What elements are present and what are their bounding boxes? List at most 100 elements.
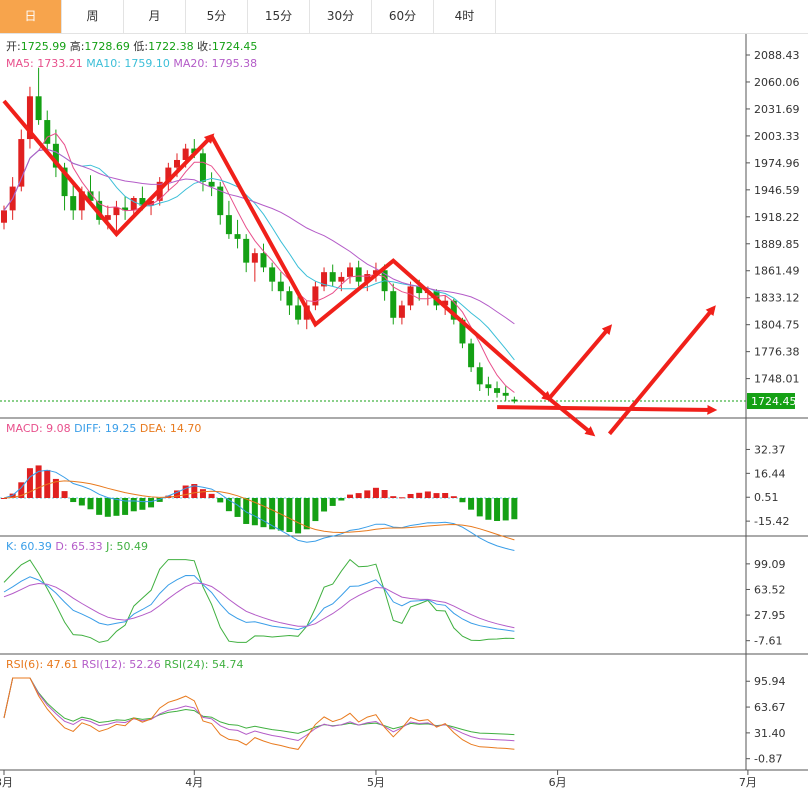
trend-arrow-4 <box>497 404 718 415</box>
macd-bar <box>18 482 25 498</box>
kdj-legend: K: 60.39 D: 65.33 J: 50.49 <box>6 540 148 553</box>
price-tick-label: 2060.06 <box>754 76 800 89</box>
macd-bar <box>225 498 232 512</box>
macd-bar <box>303 498 310 530</box>
trend-arrow-5 <box>607 305 716 436</box>
tab-3[interactable]: 5分 <box>186 0 248 33</box>
candle-body <box>407 286 414 306</box>
macd-bar <box>217 498 224 503</box>
tab-6[interactable]: 60分 <box>372 0 434 33</box>
macd-bar <box>476 498 483 517</box>
candle-body <box>398 305 405 318</box>
macd-bar <box>511 498 518 520</box>
macd-bar <box>407 493 414 498</box>
candle-body <box>269 267 276 282</box>
dea-line <box>3 480 515 541</box>
candle-body <box>494 388 501 393</box>
macd-bar <box>182 485 189 498</box>
macd-bar <box>70 498 77 503</box>
month-label: 3月 <box>0 776 13 789</box>
candle-body <box>148 200 155 206</box>
macd-bar <box>286 498 293 533</box>
macd-panel: 32.37 16.44 0.51 -15.42 MACD: 9.08 DIFF: 19.… <box>0 422 789 551</box>
candle-body <box>225 215 232 235</box>
month-label: 5月 <box>367 776 385 789</box>
rsi-line-2 <box>3 677 515 736</box>
candle-body <box>61 167 68 197</box>
macd-bar <box>433 493 440 498</box>
candle-body <box>416 286 423 294</box>
macd-tick-label: 32.37 <box>754 443 786 456</box>
candle-body <box>234 234 241 239</box>
macd-bar <box>122 498 129 515</box>
candle-body <box>78 191 85 211</box>
period-tabs: 日周月 5分 15分 30分 60分 4时 <box>0 0 808 34</box>
stock-chart: 2088.43 2060.06 2031.69 2003.33 1974.96 1946.… <box>0 34 808 789</box>
candle-body <box>130 198 137 211</box>
ma-line-MA10 <box>3 148 515 361</box>
tab-0[interactable]: 日 <box>0 0 62 33</box>
macd-bar <box>26 468 33 498</box>
candle-body <box>372 270 379 275</box>
candle-body <box>44 120 51 144</box>
candle-body <box>364 274 371 282</box>
macd-bar <box>104 498 111 517</box>
month-label: 7月 <box>739 776 757 789</box>
macd-bar <box>199 489 206 498</box>
macd-bar <box>390 496 397 498</box>
rsi-tick-label: -0.87 <box>754 753 782 766</box>
candle-body <box>251 253 258 263</box>
kdj-tick-label: 63.52 <box>754 583 786 596</box>
macd-bar <box>269 498 276 530</box>
price-tick-label: 2031.69 <box>754 103 800 116</box>
candle-body <box>96 200 103 220</box>
ma-line-MA5 <box>3 132 515 393</box>
macd-bar <box>113 498 120 516</box>
tab-2[interactable]: 月 <box>124 0 186 33</box>
rsi-line-1 <box>3 677 515 742</box>
macd-bar <box>312 498 319 522</box>
candle-body <box>485 384 492 389</box>
macd-bar <box>398 497 405 499</box>
price-tick-label: 1974.96 <box>754 157 800 170</box>
candle-body <box>70 196 77 211</box>
candle-body <box>355 267 362 282</box>
ma-legend: MA5: 1733.21 MA10: 1759.10 MA20: 1795.38 <box>6 57 257 70</box>
macd-bar <box>243 498 250 524</box>
macd-bar <box>485 498 492 520</box>
macd-tick-label: 16.44 <box>754 467 786 480</box>
macd-bar <box>35 465 42 498</box>
candle-body <box>295 305 302 320</box>
tab-7[interactable]: 4时 <box>434 0 496 33</box>
macd-bar <box>191 484 198 498</box>
macd-bar <box>156 498 163 502</box>
rsi-tick-label: 31.40 <box>754 727 786 740</box>
tab-4[interactable]: 15分 <box>248 0 310 33</box>
candle-body <box>347 267 353 277</box>
trend-arrow-0 <box>2 99 215 238</box>
candle-body <box>476 367 483 385</box>
candle-body <box>208 181 215 187</box>
price-tick-label: 1776.38 <box>754 346 800 359</box>
tab-1[interactable]: 周 <box>62 0 124 33</box>
candle-body <box>442 300 449 306</box>
price-panel: 2088.43 2060.06 2031.69 2003.33 1974.96 1946.… <box>0 39 800 437</box>
macd-bar <box>52 478 59 498</box>
macd-bar <box>130 498 137 512</box>
month-label: 6月 <box>549 776 567 789</box>
macd-bar <box>442 492 449 498</box>
tab-5[interactable]: 30分 <box>310 0 372 33</box>
macd-bar <box>372 487 379 498</box>
macd-bar <box>260 498 267 528</box>
price-tick-label: 1833.12 <box>754 292 800 305</box>
candle-body <box>468 343 475 368</box>
x-axis: 3月 4月 5月 6月 7月 <box>0 770 757 789</box>
macd-bar <box>139 498 146 510</box>
macd-bar <box>321 498 328 512</box>
macd-bar <box>61 491 68 498</box>
candle-body <box>182 148 189 160</box>
kdj-tick-label: 27.95 <box>754 609 786 622</box>
kdj-line-K <box>3 574 515 632</box>
kdj-tick-label: -7.61 <box>754 635 782 648</box>
macd-tick-label: 0.51 <box>754 491 779 504</box>
